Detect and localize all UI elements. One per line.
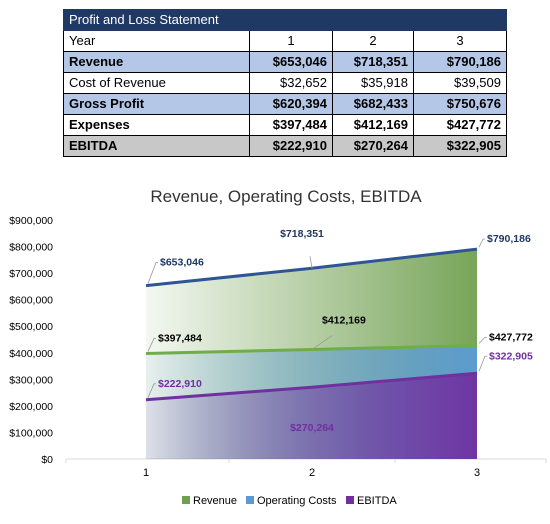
label-leader-line (147, 338, 156, 352)
legend-label: Operating Costs (257, 495, 337, 507)
data-label: $427,772 (489, 331, 533, 343)
pl-table: Profit and Loss Statement Year 1 2 3 Rev… (63, 9, 507, 157)
legend-operating-costs: Operating Costs (246, 495, 337, 507)
data-label: $653,046 (160, 257, 204, 269)
y-tick-label: $300,000 (9, 374, 53, 386)
legend-swatch (346, 496, 354, 504)
data-label: $397,484 (158, 332, 202, 344)
data-label: $322,905 (489, 350, 533, 362)
x-tick-label: 2 (309, 467, 315, 479)
cell-value: $620,394 (249, 93, 333, 115)
label-leader-line (311, 335, 333, 350)
header-year: 1 (249, 30, 333, 52)
table-row: Revenue $653,046 $718,351 $790,186 (63, 51, 507, 73)
label-leader-line (478, 337, 487, 344)
legend-swatch (182, 496, 190, 504)
ebitda-line (145, 371, 478, 402)
cell-value: $32,652 (249, 72, 333, 94)
table-title: Profit and Loss Statement (63, 9, 507, 31)
cell-value: $653,046 (249, 51, 333, 73)
plot-area: $0 $100,000 $200,000 $300,000 $400,000 $500,0… (9, 215, 547, 479)
y-tick-label: $600,000 (9, 295, 53, 307)
y-tick-label: $700,000 (9, 268, 53, 280)
cell-value: $718,351 (332, 51, 414, 73)
x-tick-label: 1 (143, 467, 149, 479)
revenue-line (145, 247, 478, 288)
cell-value: $39,509 (413, 72, 507, 94)
label-leader-line (309, 256, 313, 269)
label-leader-line (147, 262, 158, 284)
cell-value: $427,772 (413, 114, 507, 136)
x-tick-label: 3 (474, 467, 480, 479)
row-label: Expenses (63, 114, 250, 136)
y-tick-label: $900,000 (9, 215, 53, 227)
data-label: $790,186 (487, 233, 531, 245)
label-leader-line (147, 383, 156, 398)
y-tick-label: $500,000 (9, 321, 53, 333)
y-tick-label: $100,000 (9, 427, 53, 439)
cell-value: $790,186 (413, 51, 507, 73)
cell-value: $270,264 (332, 135, 414, 157)
cell-value: $322,905 (413, 135, 507, 157)
label-leader-line (478, 355, 487, 372)
y-tick-label: $200,000 (9, 401, 53, 413)
table-row: Cost of Revenue $32,652 $35,918 $39,509 (63, 72, 507, 94)
cell-value: $412,169 (332, 114, 414, 136)
y-tick-label: $400,000 (9, 348, 53, 360)
y-tick-label: $0 (41, 454, 53, 466)
area-chart: Revenue, Operating Costs, EBITDA $0 $100,… (9, 187, 547, 507)
cell-value: $682,433 (332, 93, 414, 115)
data-label: $412,169 (322, 315, 366, 327)
legend-ebitda: EBITDA (346, 495, 397, 507)
cell-value: $35,918 (332, 72, 414, 94)
table-title-row: Profit and Loss Statement (63, 9, 507, 31)
cell-value: $222,910 (249, 135, 333, 157)
header-label: Year (63, 30, 250, 52)
header-year: 2 (332, 30, 414, 52)
legend-revenue: Revenue (182, 495, 237, 507)
data-label: $270,264 (290, 422, 334, 434)
row-label: EBITDA (63, 135, 250, 157)
table-row: EBITDA $222,910 $270,264 $322,905 (63, 135, 507, 157)
legend-swatch (246, 496, 254, 504)
cell-value: $750,676 (413, 93, 507, 115)
data-label: $222,910 (158, 378, 202, 390)
cell-value: $397,484 (249, 114, 333, 136)
legend-label: EBITDA (357, 495, 397, 507)
chart-title: Revenue, Operating Costs, EBITDA (150, 187, 422, 206)
label-leader-line (478, 238, 485, 248)
y-tick-label: $800,000 (9, 242, 53, 254)
chart-legend: Revenue Operating Costs EBITDA (182, 495, 397, 507)
legend-label: Revenue (193, 495, 237, 507)
data-label: $718,351 (280, 228, 324, 240)
table-row: Gross Profit $620,394 $682,433 $750,676 (63, 93, 507, 115)
row-label: Revenue (63, 51, 250, 73)
row-label: Cost of Revenue (63, 72, 250, 94)
table-header-row: Year 1 2 3 (63, 30, 507, 52)
row-label: Gross Profit (63, 93, 250, 115)
table-row: Expenses $397,484 $412,169 $427,772 (63, 114, 507, 136)
header-year: 3 (413, 30, 507, 52)
